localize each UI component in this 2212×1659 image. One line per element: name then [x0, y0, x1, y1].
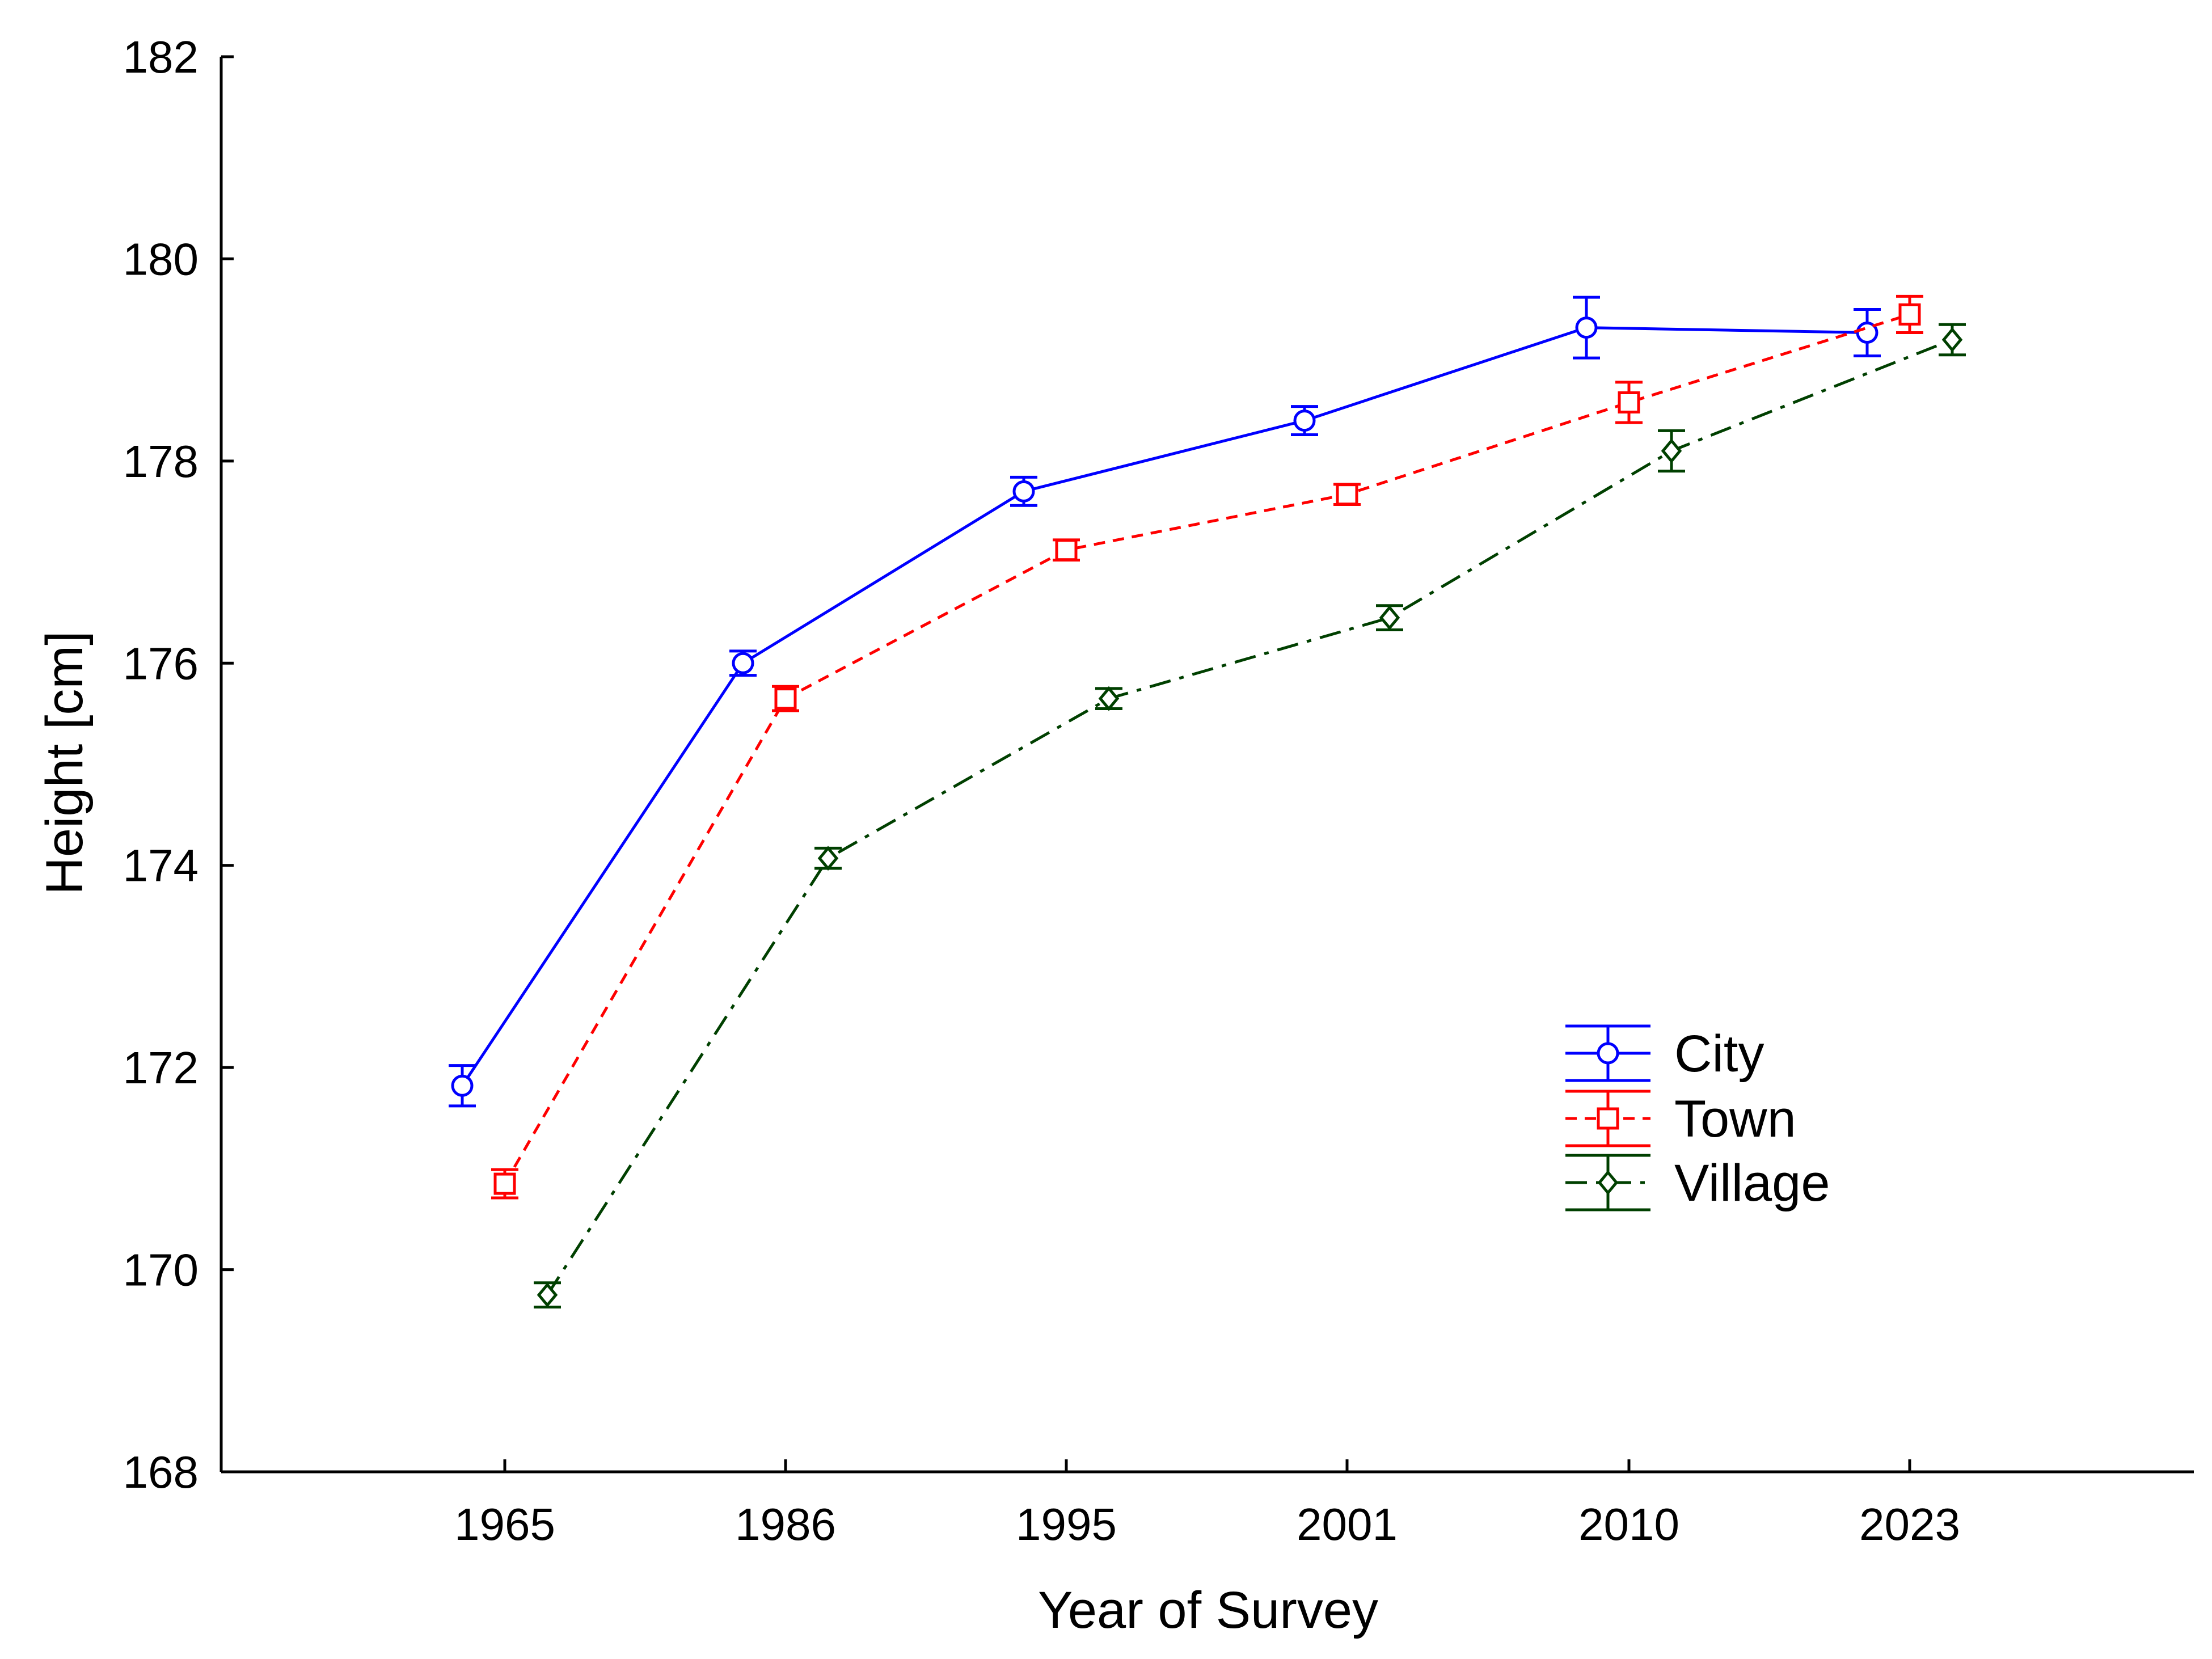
data-point — [1575, 316, 1598, 339]
data-point — [1336, 483, 1358, 506]
x-tick-label: 1986 — [735, 1499, 836, 1550]
data-point — [1055, 539, 1078, 562]
data-point — [732, 652, 754, 674]
x-tick-label: 1965 — [454, 1499, 555, 1550]
data-point — [1098, 686, 1120, 711]
legend-marker — [1597, 1107, 1619, 1130]
data-point — [1661, 438, 1682, 463]
data-point — [1379, 605, 1400, 630]
y-axis-title: Height [cm] — [36, 631, 94, 894]
x-tick-label: 2010 — [1578, 1499, 1679, 1550]
y-tick-label: 176 — [123, 638, 199, 689]
series-layer — [449, 294, 1966, 1309]
data-point — [1012, 480, 1035, 503]
data-point — [774, 687, 797, 710]
y-tick-label: 170 — [123, 1245, 199, 1295]
series-city — [449, 296, 1881, 1108]
data-point — [817, 846, 839, 871]
legend-item-town: Town — [1565, 1090, 1796, 1148]
legend-item-village: Village — [1565, 1154, 1830, 1212]
data-point — [493, 1172, 516, 1195]
y-tick-label: 178 — [123, 436, 199, 487]
legend: City Town Village — [1565, 1024, 1830, 1212]
data-point — [537, 1282, 558, 1308]
x-tick-label: 2001 — [1297, 1499, 1398, 1550]
data-point — [451, 1074, 474, 1097]
x-tick-label: 2023 — [1859, 1499, 1960, 1550]
series-line-town — [503, 313, 1910, 1185]
y-tick-label: 182 — [123, 32, 199, 82]
data-point — [1898, 303, 1921, 326]
legend-label: Town — [1674, 1090, 1796, 1148]
y-tick-label: 172 — [123, 1042, 199, 1093]
legend-label: Village — [1674, 1154, 1830, 1212]
x-axis-title: Year of Survey — [1038, 1581, 1378, 1639]
legend-item-city: City — [1565, 1024, 1764, 1083]
series-town — [491, 294, 1923, 1200]
legend-label: City — [1674, 1025, 1764, 1083]
legend-marker — [1597, 1042, 1619, 1065]
series-line-city — [461, 326, 1868, 1087]
y-tick-label: 180 — [123, 234, 199, 284]
data-point — [1293, 410, 1316, 432]
series-line-village — [546, 338, 1953, 1296]
y-tick-label: 168 — [123, 1447, 199, 1497]
data-point — [1941, 327, 1963, 352]
series-village — [534, 323, 1966, 1309]
plot-axes: 168 170 172 174 176 178 180 182 1965 1986 1995 2001… — [123, 32, 2194, 1550]
data-point — [1618, 391, 1640, 413]
x-tick-label: 1995 — [1016, 1499, 1117, 1550]
y-tick-label: 174 — [123, 841, 199, 891]
legend-marker — [1597, 1170, 1619, 1195]
